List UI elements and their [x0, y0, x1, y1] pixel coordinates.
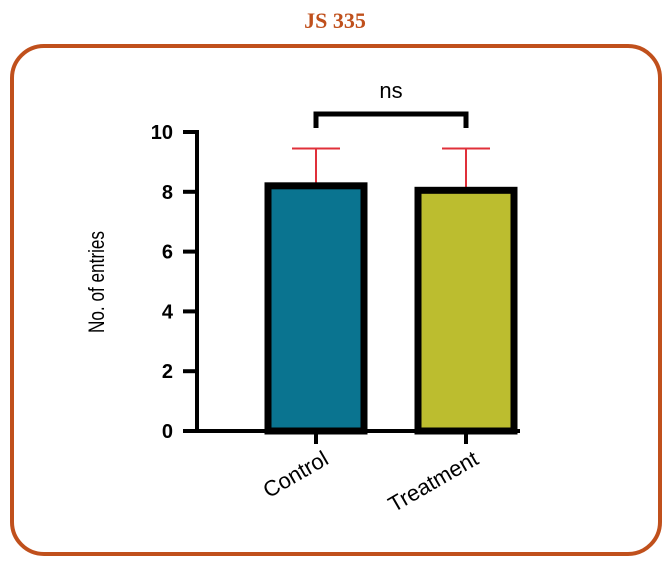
y-tick-label-4: 4	[162, 301, 174, 323]
chart-title: JS 335	[304, 8, 366, 33]
plot-area: 0 2 4 6 8 10 Control Treatment	[151, 111, 520, 517]
y-tick-label-0: 0	[162, 421, 173, 443]
significance-label: ns	[379, 78, 402, 103]
bar-control	[264, 182, 368, 435]
x-tick-label-control: Control	[259, 446, 333, 503]
significance-bracket	[313, 111, 469, 128]
x-tick-label-treatment: Treatment	[384, 446, 483, 517]
bar-treatment	[414, 186, 518, 435]
y-axis-label: No. of entries	[85, 231, 110, 333]
y-tick-label-8: 8	[162, 182, 173, 204]
y-tick-label-6: 6	[162, 242, 173, 264]
y-tick-label-2: 2	[162, 361, 173, 383]
y-tick-label-10: 10	[151, 122, 173, 144]
